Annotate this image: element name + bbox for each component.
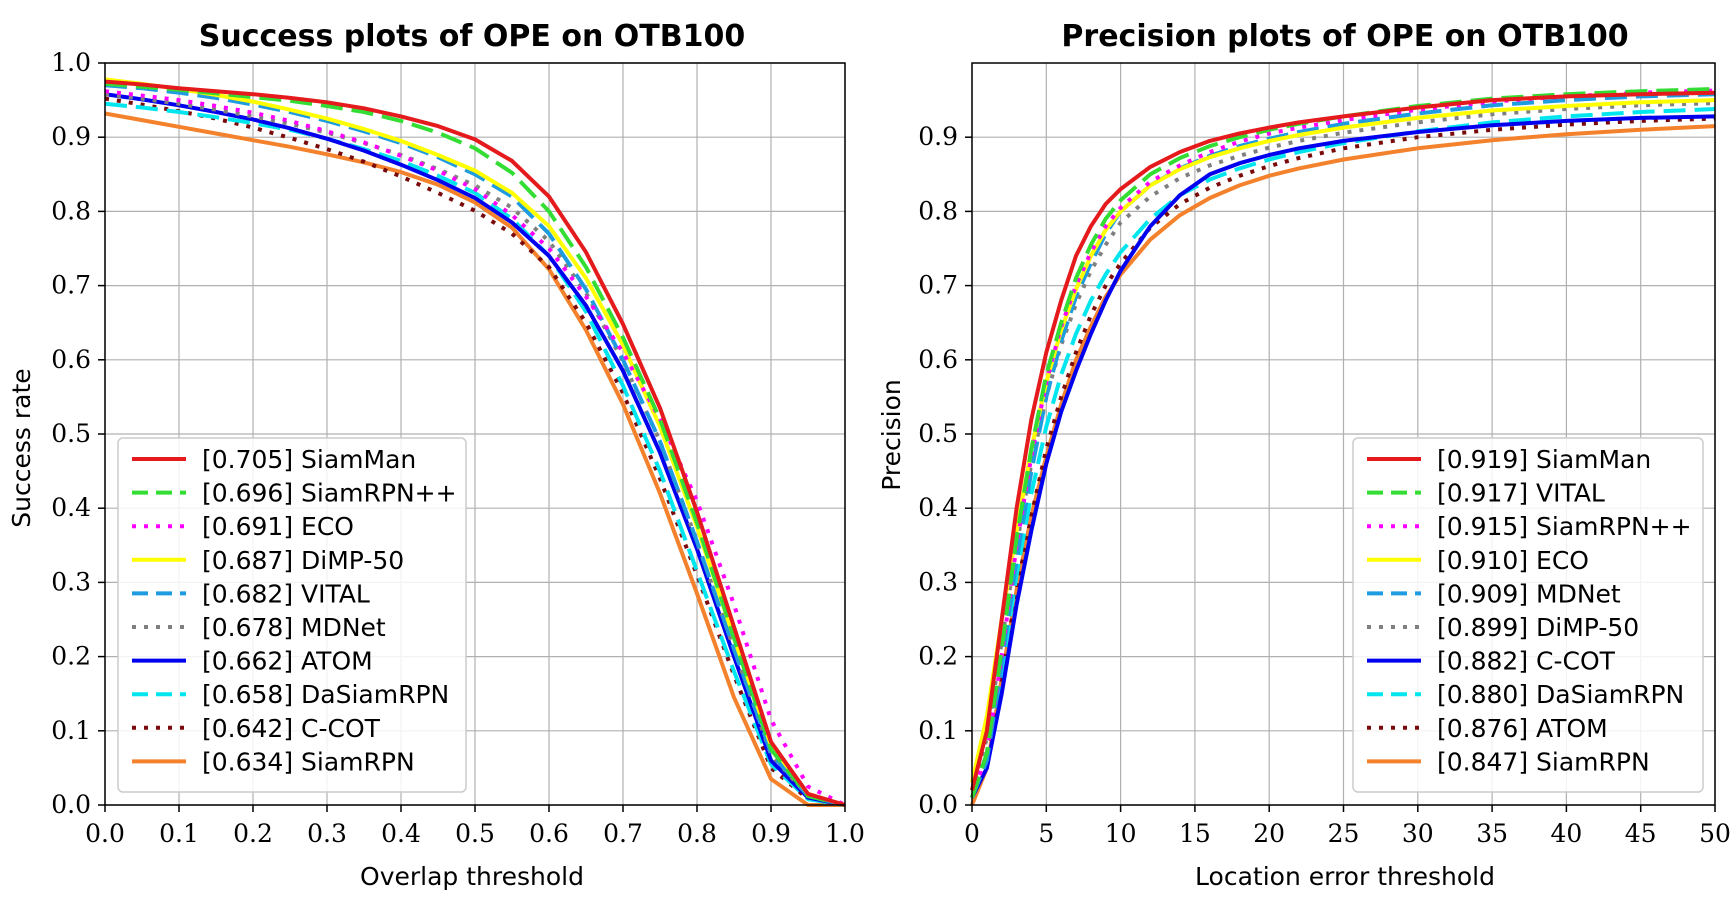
y-tick-label: 0.4: [51, 493, 91, 522]
legend-entry: [0.705] SiamMan: [202, 445, 416, 474]
x-tick-label: 5: [1038, 819, 1054, 848]
legend-entry: [0.678] MDNet: [202, 613, 386, 642]
series-line: [970, 114, 1716, 799]
y-tick-label: 0.5: [51, 419, 91, 448]
x-tick-label: 0.1: [159, 819, 199, 848]
precision-plot-legend: [0.919] SiamMan [0.917] VITAL [0.915] Siam…: [1352, 437, 1704, 793]
precision-plot-ticks: 0 5 10 15 20 25 30 35 40 45 50 0.0 0.1 0.2 0.3 0.4 0.5 0.…: [918, 122, 1731, 848]
x-tick-label: 0.0: [85, 819, 125, 848]
legend-entry: [0.658] DaSiamRPN: [202, 680, 449, 709]
legend-entry: [0.909] MDNet: [1437, 579, 1621, 608]
legend-entry: [0.919] SiamMan: [1437, 445, 1651, 474]
legend-entry: [0.662] ATOM: [202, 647, 373, 676]
y-tick-label: 0.7: [51, 271, 91, 300]
legend-box: [117, 437, 467, 793]
y-tick-label: 0.1: [51, 716, 91, 745]
y-tick-label: 0.8: [918, 196, 958, 225]
legend-entry: [0.910] ECO: [1437, 546, 1589, 575]
y-tick-label: 0.7: [918, 271, 958, 300]
x-tick-label: 35: [1476, 819, 1508, 848]
x-tick-label: 0: [964, 819, 980, 848]
y-tick-label: 1.0: [51, 48, 91, 77]
series-line: [104, 101, 846, 807]
y-tick-label: 0.8: [51, 196, 91, 225]
series-line: [970, 124, 1716, 806]
y-tick-label: 0.3: [51, 567, 91, 596]
legend-entry: [0.691] ECO: [202, 512, 354, 541]
x-tick-label: 10: [1105, 819, 1137, 848]
y-tick-label: 0.0: [918, 790, 958, 819]
y-tick-label: 0.6: [918, 345, 958, 374]
precision-plot: Precision plots of OPE on OTB100 0 5 10 15 2…: [877, 19, 1731, 891]
series-line: [104, 81, 846, 807]
series-line: [104, 79, 846, 807]
series-line: [104, 89, 846, 807]
legend-entry: [0.696] SiamRPN++: [202, 479, 457, 508]
legend-entry: [0.899] DiMP-50: [1437, 613, 1639, 642]
series-line: [970, 107, 1716, 799]
x-tick-label: 40: [1550, 819, 1582, 848]
success-plot-legend: [0.705] SiamMan [0.696] SiamRPN++ [0.691] …: [117, 437, 467, 793]
x-tick-label: 0.7: [603, 819, 643, 848]
y-tick-label: 0.9: [51, 122, 91, 151]
x-tick-label: 0.5: [455, 819, 495, 848]
success-plot-lines: [104, 77, 846, 807]
series-line: [104, 92, 846, 807]
legend-entry: [0.876] ATOM: [1437, 714, 1608, 743]
legend-box: [1352, 437, 1704, 793]
y-tick-label: 0.2: [51, 642, 91, 671]
series-line: [104, 92, 846, 807]
legend-entry: [0.642] C-COT: [202, 714, 381, 743]
x-tick-label: 30: [1402, 819, 1434, 848]
success-plot-ylabel: Success rate: [7, 368, 36, 527]
x-tick-label: 50: [1699, 819, 1731, 848]
legend-entry: [0.682] VITAL: [202, 579, 370, 608]
legend-entry: [0.880] DaSiamRPN: [1437, 680, 1684, 709]
series-line: [104, 83, 846, 807]
x-tick-label: 15: [1179, 819, 1211, 848]
x-tick-label: 25: [1328, 819, 1360, 848]
y-tick-label: 0.2: [918, 642, 958, 671]
precision-plot-ylabel: Precision: [877, 379, 906, 491]
x-tick-label: 0.6: [529, 819, 569, 848]
y-tick-label: 0.5: [918, 419, 958, 448]
legend-entry: [0.917] VITAL: [1437, 479, 1605, 508]
x-tick-label: 0.4: [381, 819, 421, 848]
precision-plot-xlabel: Location error threshold: [1195, 862, 1495, 891]
x-tick-label: 1.0: [825, 819, 865, 848]
legend-entry: [0.915] SiamRPN++: [1437, 512, 1692, 541]
precision-plot-lines: [970, 87, 1716, 806]
legend-entry: [0.882] C-COT: [1437, 647, 1616, 676]
x-tick-label: 0.2: [233, 819, 273, 848]
legend-entry: [0.687] DiMP-50: [202, 546, 404, 575]
x-tick-label: 0.8: [677, 819, 717, 848]
legend-entry: [0.634] SiamRPN: [202, 747, 415, 776]
y-tick-label: 0.3: [918, 567, 958, 596]
y-tick-label: 0.0: [51, 790, 91, 819]
x-tick-label: 45: [1625, 819, 1657, 848]
success-plot-title: Success plots of OPE on OTB100: [199, 19, 745, 54]
success-plot: Success plots of OPE on OTB100 0.0 0.1 0.2…: [7, 19, 865, 891]
x-tick-label: 20: [1253, 819, 1285, 848]
series-line: [970, 90, 1716, 791]
y-tick-label: 0.1: [918, 716, 958, 745]
y-tick-label: 0.4: [918, 493, 958, 522]
series-line: [104, 111, 845, 807]
success-plot-xlabel: Overlap threshold: [360, 862, 584, 891]
success-plot-ticks: 0.0 0.1 0.2 0.3 0.4 0.5 0.6 0.7 0.8 0.9 1.0 0.0 0.1 0…: [51, 48, 865, 848]
y-tick-label: 0.9: [918, 122, 958, 151]
x-tick-label: 0.9: [751, 819, 791, 848]
x-tick-label: 0.3: [307, 819, 347, 848]
legend-entry: [0.847] SiamRPN: [1437, 747, 1650, 776]
precision-plot-title: Precision plots of OPE on OTB100: [1061, 19, 1628, 54]
y-tick-label: 0.6: [51, 345, 91, 374]
